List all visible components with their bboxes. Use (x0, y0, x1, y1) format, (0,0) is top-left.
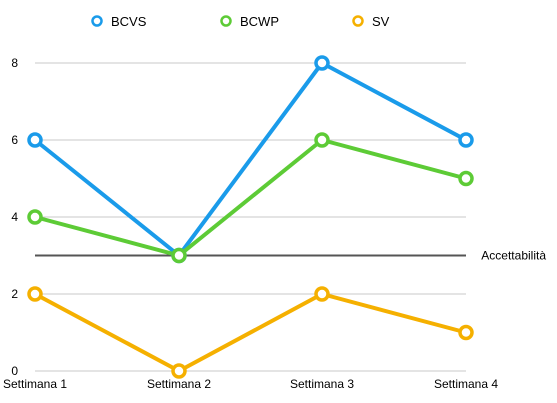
data-point-bcwp (314, 132, 330, 148)
y-tick-label: 6 (11, 133, 18, 147)
y-tick-label: 2 (11, 287, 18, 301)
x-tick-label: Settimana 1 (3, 377, 67, 391)
x-axis-ticks: Settimana 1 Settimana 2 Settimana 3 Settima… (3, 377, 498, 391)
data-point-bcwp (171, 247, 187, 264)
y-axis-ticks: 0 2 4 6 8 (11, 56, 18, 378)
y-tick-label: 0 (11, 364, 18, 378)
legend-label-sv: SV (372, 14, 390, 29)
data-point-bcvs (458, 132, 474, 148)
data-point-sv (458, 324, 474, 341)
data-point-sv (27, 286, 43, 302)
x-tick-label: Settimana 2 (147, 377, 211, 391)
legend-marker-bcwp (220, 15, 232, 27)
data-point-bcvs (27, 132, 43, 148)
x-tick-label: Settimana 4 (434, 377, 498, 391)
legend-label-bcvs: BCVS (111, 14, 147, 29)
series-line-sv (33, 292, 468, 373)
legend-marker-sv (352, 15, 364, 27)
x-tick-label: Settimana 3 (290, 377, 354, 391)
gridlines (35, 62, 466, 372)
series-line-bcwp (33, 138, 468, 258)
data-point-sv (314, 286, 330, 302)
data-point-sv (171, 363, 187, 379)
data-point-bcwp (27, 209, 43, 225)
series-group (27, 55, 474, 379)
reference-line-group: Accettabilità (35, 249, 546, 263)
data-point-bcvs (314, 55, 330, 71)
legend-label-bcwp: BCWP (240, 14, 279, 29)
reference-line-label: Accettabilità (481, 249, 546, 263)
series-line-bcvs (33, 61, 468, 258)
data-point-bcwp (458, 170, 474, 187)
legend: BCVS BCWP SV (91, 14, 390, 29)
y-tick-label: 4 (11, 210, 18, 224)
legend-marker-bcvs (91, 15, 103, 27)
y-tick-label: 8 (11, 56, 18, 70)
